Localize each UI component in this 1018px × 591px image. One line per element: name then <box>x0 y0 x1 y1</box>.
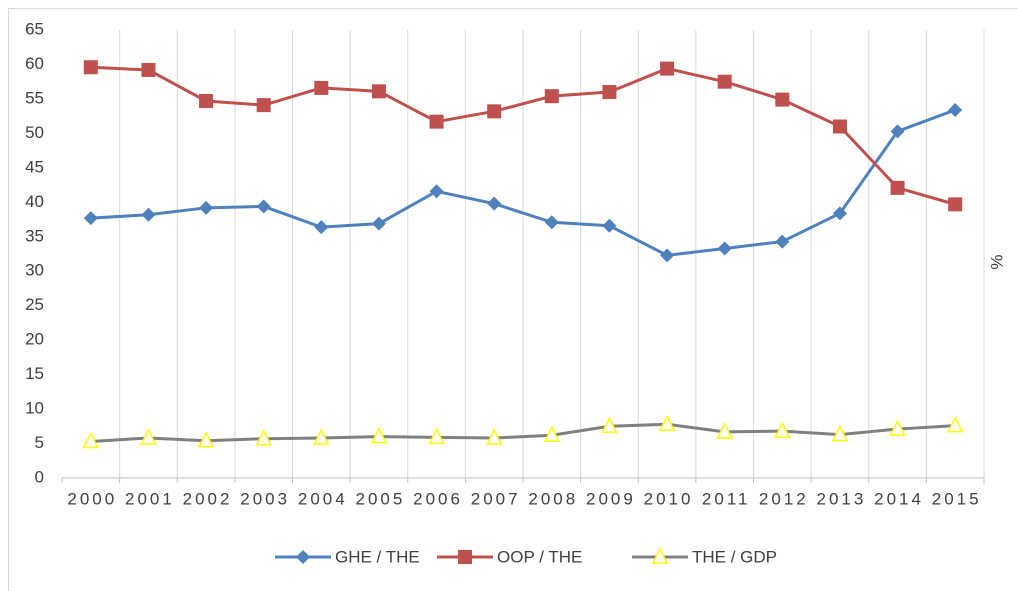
marker <box>82 431 100 449</box>
y-tick-label: 15 <box>25 364 44 383</box>
x-tick-label: 2014 <box>874 489 924 508</box>
marker <box>889 419 906 436</box>
marker <box>429 114 444 129</box>
marker <box>313 428 330 445</box>
x-tick-label: 2001 <box>125 489 175 508</box>
marker <box>716 422 733 439</box>
marker <box>458 550 472 564</box>
marker <box>660 248 675 263</box>
marker <box>371 216 386 231</box>
marker <box>83 211 98 226</box>
marker <box>197 431 215 448</box>
y-tick-label: 25 <box>25 295 44 314</box>
y-tick-label: 65 <box>25 19 44 38</box>
y-tick-label: 50 <box>25 123 44 142</box>
x-tick-label: 2006 <box>413 489 463 508</box>
marker <box>429 184 444 199</box>
x-tick-label: 2007 <box>471 489 521 508</box>
marker <box>487 104 502 119</box>
marker <box>890 124 905 139</box>
y-tick-label: 20 <box>25 330 44 349</box>
marker <box>658 414 676 431</box>
y-tick-label: 0 <box>35 467 44 486</box>
y-axis-label: % <box>987 254 1006 269</box>
series-line <box>90 65 956 206</box>
series-line <box>90 108 956 257</box>
x-tick-label: 2003 <box>240 489 290 508</box>
marker <box>314 220 329 235</box>
marker <box>946 415 964 433</box>
marker <box>717 241 732 256</box>
marker <box>717 74 732 89</box>
marker <box>141 62 156 77</box>
y-tick-label: 40 <box>25 192 44 211</box>
marker <box>140 428 157 445</box>
legend-label: GHE / THE <box>335 547 420 566</box>
marker <box>775 234 790 249</box>
marker <box>831 424 849 442</box>
x-tick-label: 2000 <box>67 489 117 508</box>
marker <box>485 428 503 445</box>
marker <box>296 550 310 564</box>
y-tick-label: 45 <box>25 157 44 176</box>
marker <box>255 429 272 446</box>
marker <box>832 206 847 221</box>
x-tick-label: 2015 <box>932 489 982 508</box>
y-tick-label: 55 <box>25 88 44 107</box>
marker <box>428 427 445 445</box>
marker <box>660 61 675 76</box>
y-tick-label: 30 <box>25 261 44 280</box>
marker <box>371 84 386 99</box>
marker <box>83 60 98 75</box>
marker <box>543 425 561 443</box>
x-tick-label: 2004 <box>298 489 348 508</box>
marker <box>775 92 790 107</box>
marker <box>199 93 214 108</box>
marker <box>256 98 271 113</box>
x-tick-label: 2009 <box>586 489 636 508</box>
marker <box>544 215 559 230</box>
x-tick-label: 2008 <box>528 489 578 508</box>
marker <box>487 196 502 211</box>
marker <box>141 207 156 222</box>
series-line <box>90 422 956 443</box>
y-tick-label: 35 <box>25 226 44 245</box>
marker <box>602 218 617 233</box>
marker <box>601 416 618 434</box>
marker <box>948 197 963 212</box>
marker <box>948 102 963 117</box>
x-tick-label: 2012 <box>759 489 809 508</box>
marker <box>199 200 214 215</box>
chart-border <box>8 8 1018 591</box>
x-tick-label: 2011 <box>702 489 751 508</box>
x-tick-label: 2010 <box>644 489 694 508</box>
marker <box>651 547 669 564</box>
legend-label: OOP / THE <box>497 547 582 566</box>
legend-label: THE / GDP <box>692 547 777 566</box>
y-tick-label: 60 <box>25 54 44 73</box>
x-tick-label: 2002 <box>183 489 233 508</box>
marker <box>314 80 329 95</box>
marker <box>774 421 791 438</box>
marker <box>370 426 388 444</box>
y-tick-label: 10 <box>25 399 44 418</box>
y-tick-label: 5 <box>35 433 44 452</box>
x-tick-label: 2005 <box>356 489 406 508</box>
marker <box>832 119 847 134</box>
marker <box>890 180 905 195</box>
marker <box>256 199 271 214</box>
marker <box>544 89 559 104</box>
marker <box>602 85 617 100</box>
x-tick-label: 2013 <box>817 489 867 508</box>
